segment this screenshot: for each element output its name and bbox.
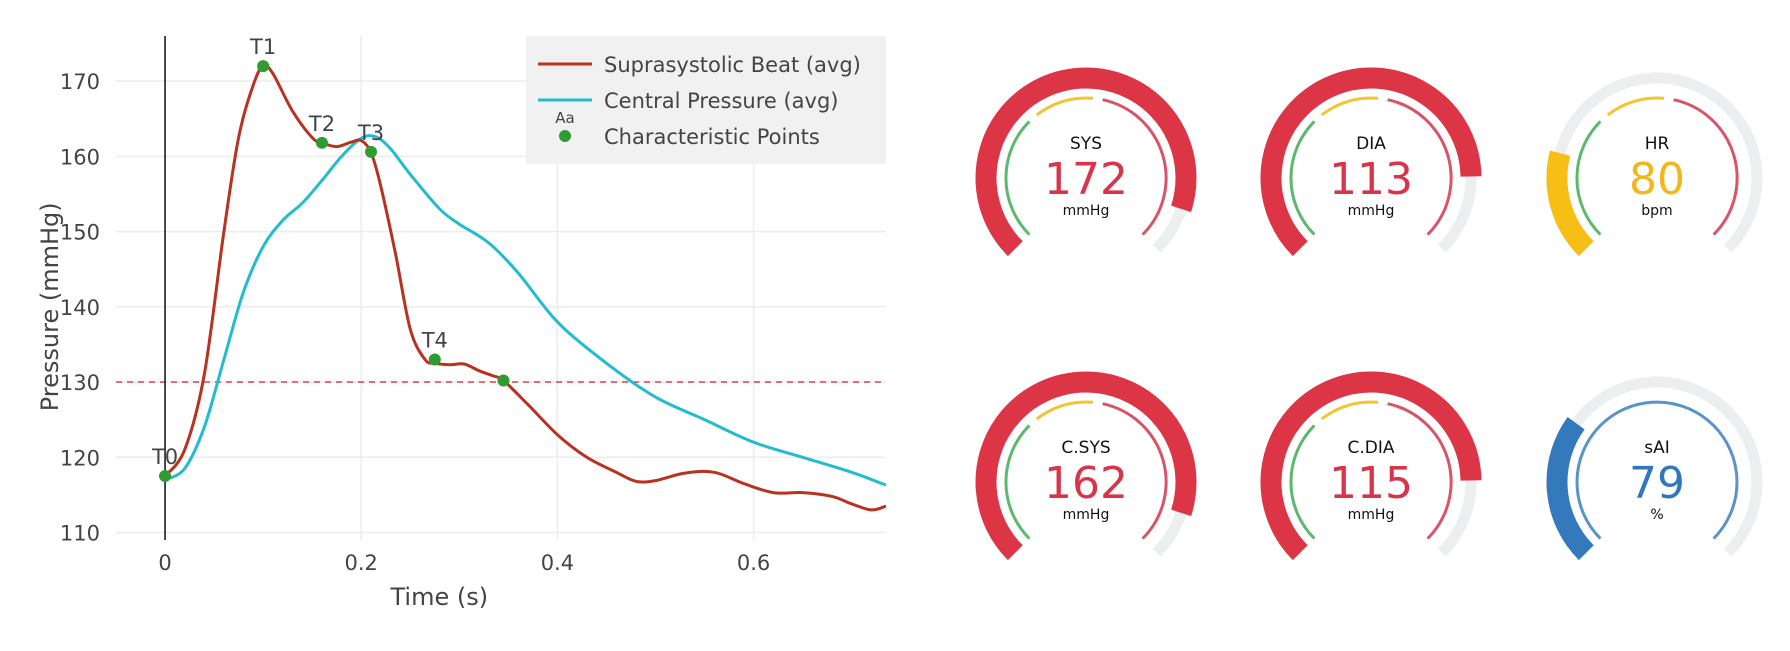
gauge-zone-green xyxy=(1289,424,1316,540)
gauge-unit: mmHg xyxy=(1348,203,1395,219)
y-tick-label: 170 xyxy=(60,70,100,94)
y-axis-title: Pressure (mmHg) xyxy=(36,202,64,411)
legend-swatch-points xyxy=(559,130,571,142)
gauge-value: 79 xyxy=(1629,458,1685,509)
characteristic-point[interactable] xyxy=(497,374,510,387)
characteristic-point[interactable] xyxy=(428,353,441,366)
y-tick-label: 140 xyxy=(60,296,100,320)
gauge-label: C.SYS xyxy=(1061,438,1110,458)
pressure-chart: 110 120 130 140 150 160 170 0 0.2 0.4 0.6 Time (s) P… xyxy=(36,35,887,611)
gauge-zone-green xyxy=(1004,424,1031,540)
gauge-zone-red xyxy=(1387,402,1453,540)
gauge-label: sAI xyxy=(1644,438,1670,458)
gauge-unit: mmHg xyxy=(1063,507,1110,523)
point-label-t2: T2 xyxy=(308,112,335,136)
gauge-fill xyxy=(1546,417,1594,561)
gauge-zone-green xyxy=(1289,120,1316,236)
gauge-zone-yellow xyxy=(1320,96,1379,117)
legend-hint: Aa xyxy=(555,109,574,127)
legend-item-central[interactable]: Central Pressure (avg) xyxy=(604,89,839,113)
gauge-unit: mmHg xyxy=(1063,203,1110,219)
gauge-zone-red xyxy=(1387,98,1453,236)
gauge-fill xyxy=(975,67,1197,257)
gauge-label: HR xyxy=(1645,134,1670,154)
gauge-value: 162 xyxy=(1044,458,1128,509)
gauge-label: C.DIA xyxy=(1347,438,1394,458)
gauge-unit: mmHg xyxy=(1348,507,1395,523)
y-tick-label: 150 xyxy=(60,221,100,245)
legend[interactable]: Suprasystolic Beat (avg) Central Pressur… xyxy=(526,36,886,164)
gauge-value: 113 xyxy=(1329,154,1413,205)
characteristic-point[interactable] xyxy=(315,136,328,149)
gauge-zone-red xyxy=(1673,98,1739,236)
gauge-fill xyxy=(1260,371,1482,561)
characteristic-points: T0 T1 T2 T3 T4 xyxy=(151,35,510,483)
legend-item-suprasystolic[interactable]: Suprasystolic Beat (avg) xyxy=(604,53,861,77)
x-tick-label: 0.6 xyxy=(737,551,770,575)
central-pressure-line xyxy=(164,134,887,487)
gauge-value: 115 xyxy=(1329,458,1413,509)
gauge-label: DIA xyxy=(1356,134,1386,154)
gauge-zone-yellow xyxy=(1035,96,1094,117)
characteristic-point[interactable] xyxy=(159,470,172,483)
gauge-zone-green xyxy=(1575,120,1602,236)
point-label-t0: T0 xyxy=(151,445,178,469)
gauge-fill xyxy=(1546,150,1594,257)
point-label-t1: T1 xyxy=(249,35,276,59)
y-tick-label: 160 xyxy=(60,145,100,169)
gauge-value: 172 xyxy=(1044,154,1128,205)
gauge-zone-yellow xyxy=(1606,96,1665,117)
gauge-unit: bpm xyxy=(1641,203,1672,219)
x-tick-label: 0 xyxy=(158,551,171,575)
point-label-t3: T3 xyxy=(357,121,384,145)
gauge-zone-red xyxy=(1102,98,1168,236)
gauge-zone-red xyxy=(1102,402,1168,540)
gauge-zone-blue xyxy=(1575,400,1739,540)
y-tick-label: 120 xyxy=(60,446,100,470)
gauge-zone-yellow xyxy=(1035,400,1094,421)
axes: 110 120 130 140 150 160 170 0 0.2 0.4 0.6 Time (s) P… xyxy=(36,36,770,611)
gauge-fill xyxy=(1260,67,1482,257)
x-tick-label: 0.2 xyxy=(345,551,378,575)
y-tick-label: 130 xyxy=(60,371,100,395)
characteristic-point[interactable] xyxy=(365,145,378,158)
characteristic-point[interactable] xyxy=(257,60,270,73)
point-label-t4: T4 xyxy=(421,328,448,352)
x-tick-label: 0.4 xyxy=(541,551,574,575)
gauges-panel: SYS172mmHgDIA113mmHgHR80bpmC.SYS162mmHgC… xyxy=(975,67,1763,561)
legend-item-points[interactable]: Characteristic Points xyxy=(604,125,820,149)
gauge-value: 80 xyxy=(1629,154,1685,205)
gauge-unit: % xyxy=(1650,507,1663,523)
gauge-label: SYS xyxy=(1070,134,1102,154)
x-axis-title: Time (s) xyxy=(390,583,489,611)
gauge-zone-green xyxy=(1004,120,1031,236)
y-tick-label: 110 xyxy=(60,521,100,545)
gauge-fill xyxy=(975,371,1197,561)
gauge-zone-yellow xyxy=(1320,400,1379,421)
